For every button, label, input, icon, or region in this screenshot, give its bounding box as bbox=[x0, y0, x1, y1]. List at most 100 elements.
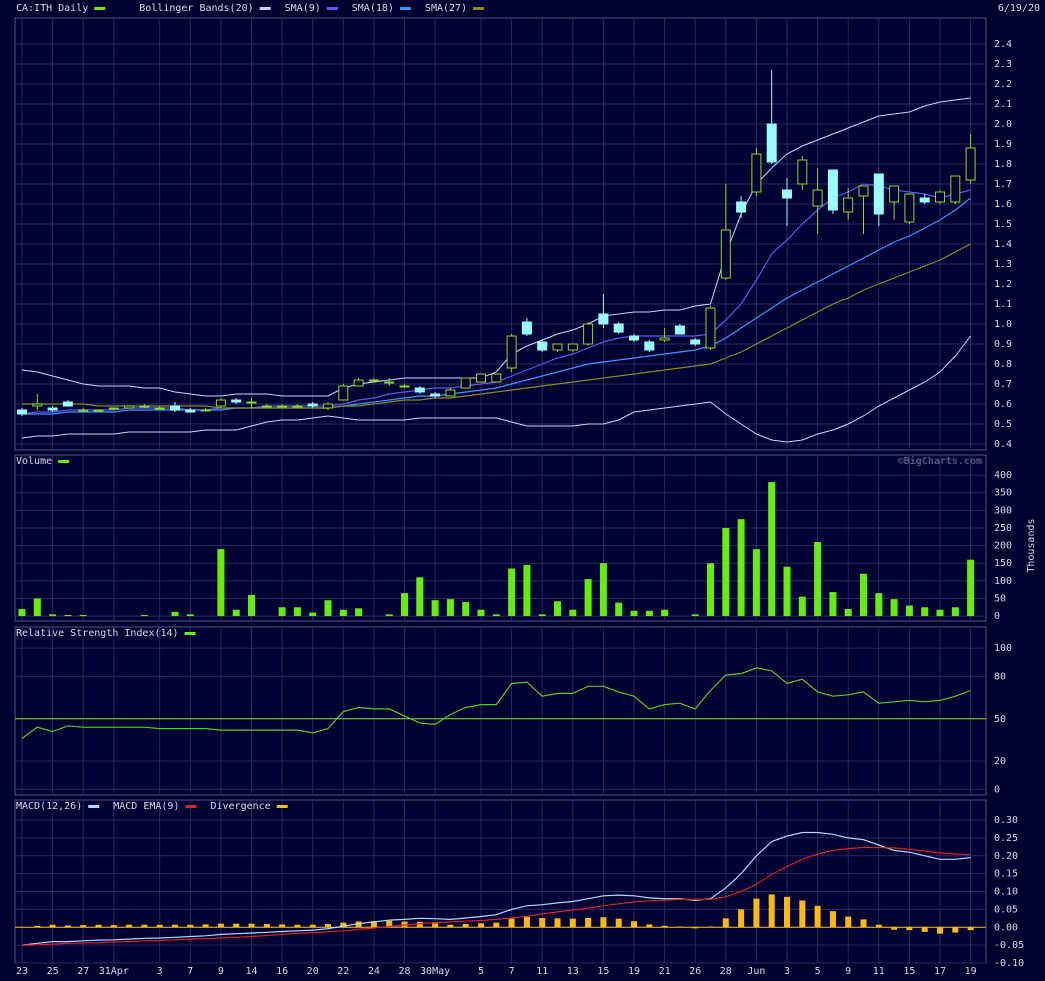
y-tick-label: 1.7 bbox=[994, 179, 1012, 190]
y-tick-label: 350 bbox=[994, 488, 1012, 499]
y-tick-label: 0.7 bbox=[994, 379, 1012, 390]
candle-body bbox=[950, 175, 961, 203]
y-tick-label: 20 bbox=[994, 756, 1006, 767]
volume-bar bbox=[722, 527, 730, 617]
legend-label: CA:ITH Daily bbox=[16, 3, 88, 14]
candle-body bbox=[904, 193, 915, 223]
volume-bar bbox=[49, 614, 57, 617]
divergence-bar bbox=[309, 924, 316, 928]
volume-bar bbox=[737, 519, 745, 617]
volume-bar bbox=[584, 579, 592, 617]
y-tick-label: 50 bbox=[994, 593, 1006, 604]
legend-label: MACD EMA(9) bbox=[113, 801, 179, 812]
candle-body bbox=[567, 343, 578, 351]
divergence-bar bbox=[478, 923, 484, 928]
candle-body bbox=[139, 405, 150, 408]
candle-body bbox=[858, 185, 869, 197]
volume-bar bbox=[707, 563, 714, 617]
divergence-bar bbox=[615, 918, 622, 928]
y-tick-label: 0.25 bbox=[994, 833, 1018, 844]
y-tick-label: 0.05 bbox=[994, 904, 1018, 915]
y-tick-label: 200 bbox=[994, 541, 1012, 552]
divergence-bar bbox=[141, 924, 148, 928]
y-tick-label: 80 bbox=[994, 671, 1006, 682]
volume-bar bbox=[64, 615, 72, 617]
volume-bar bbox=[768, 482, 776, 617]
volume-bar bbox=[508, 568, 516, 617]
y-tick-label: 2.2 bbox=[994, 79, 1012, 90]
panel-frame bbox=[14, 454, 987, 622]
divergence-bar bbox=[631, 921, 637, 928]
divergence-bar bbox=[768, 894, 775, 928]
volume-bar bbox=[844, 609, 852, 617]
candle-body bbox=[843, 197, 854, 213]
volume-bar bbox=[921, 607, 929, 617]
volume-bar bbox=[752, 549, 760, 617]
x-tick-label: 9 bbox=[845, 966, 851, 977]
legend-swatch bbox=[94, 7, 106, 10]
volume-bar bbox=[860, 573, 867, 617]
divergence-bar bbox=[921, 927, 928, 932]
volume-bar bbox=[661, 609, 669, 617]
legend-label: SMA(27) bbox=[425, 3, 467, 14]
candle-body bbox=[399, 385, 410, 388]
volume-bar bbox=[599, 563, 607, 617]
candle-body bbox=[185, 409, 196, 413]
legend-swatch bbox=[473, 7, 485, 10]
x-tick-label: 27 bbox=[77, 966, 89, 977]
candle-body bbox=[674, 325, 685, 335]
divergence-bar bbox=[95, 924, 102, 928]
volume-bar bbox=[783, 566, 791, 617]
legend-swatch bbox=[58, 460, 70, 463]
candle-body bbox=[215, 399, 226, 407]
divergence-bar bbox=[600, 917, 607, 928]
candle-body bbox=[368, 379, 379, 382]
volume-bar bbox=[309, 612, 317, 617]
divergence-bar bbox=[937, 927, 943, 934]
candle-body bbox=[690, 339, 701, 345]
volume-bar bbox=[936, 609, 944, 617]
volume-bar bbox=[967, 559, 975, 617]
y-tick-label: 0.10 bbox=[994, 887, 1018, 898]
divergence-bar bbox=[722, 918, 729, 928]
y-tick-label: 2.1 bbox=[994, 99, 1012, 110]
candle-body bbox=[32, 403, 43, 407]
volume-bar bbox=[248, 594, 255, 617]
candle-body bbox=[613, 323, 624, 333]
candle-body bbox=[506, 335, 517, 369]
y-tick-label: 50 bbox=[994, 714, 1006, 725]
x-tick-label: 26 bbox=[689, 966, 701, 977]
divergence-bar bbox=[80, 925, 87, 928]
divergence-bar bbox=[432, 923, 439, 928]
x-tick-label: 15 bbox=[597, 966, 609, 977]
volume-bar bbox=[462, 601, 470, 617]
candle-body bbox=[246, 401, 257, 404]
x-tick-label: 31Apr bbox=[99, 966, 129, 977]
volume-bar bbox=[293, 607, 301, 617]
panel-frame bbox=[14, 626, 987, 796]
volume-bar bbox=[140, 615, 148, 617]
divergence-bar bbox=[692, 927, 699, 929]
x-tick-label: 24 bbox=[368, 966, 380, 977]
divergence-bar bbox=[967, 927, 974, 931]
x-tick-label: 22 bbox=[337, 966, 349, 977]
divergence-bar bbox=[126, 924, 133, 928]
divergence-bar bbox=[34, 925, 41, 928]
volume-bar bbox=[385, 614, 393, 617]
bollinger-upper bbox=[21, 97, 971, 397]
divergence-bar bbox=[585, 917, 592, 928]
legend-swatch bbox=[399, 7, 411, 10]
panel: 0.30 0.25 0.20 0.15 0.10 0.05 0.00 -0.05 -0.10 bbox=[14, 799, 1024, 969]
candle-body bbox=[78, 409, 89, 412]
divergence-bar bbox=[416, 921, 423, 928]
candle-body bbox=[231, 399, 242, 403]
candle-body bbox=[644, 341, 655, 351]
y-tick-label: 0 bbox=[994, 611, 1000, 622]
x-tick-label: Jun bbox=[747, 966, 765, 977]
y-tick-label: 1.0 bbox=[994, 319, 1012, 330]
y-tick-label: 1.9 bbox=[994, 139, 1012, 150]
x-tick-label: 17 bbox=[934, 966, 946, 977]
legend-label: Relative Strength Index(14) bbox=[16, 628, 179, 639]
legend-label: Volume bbox=[16, 456, 52, 467]
candle-body bbox=[261, 405, 272, 408]
